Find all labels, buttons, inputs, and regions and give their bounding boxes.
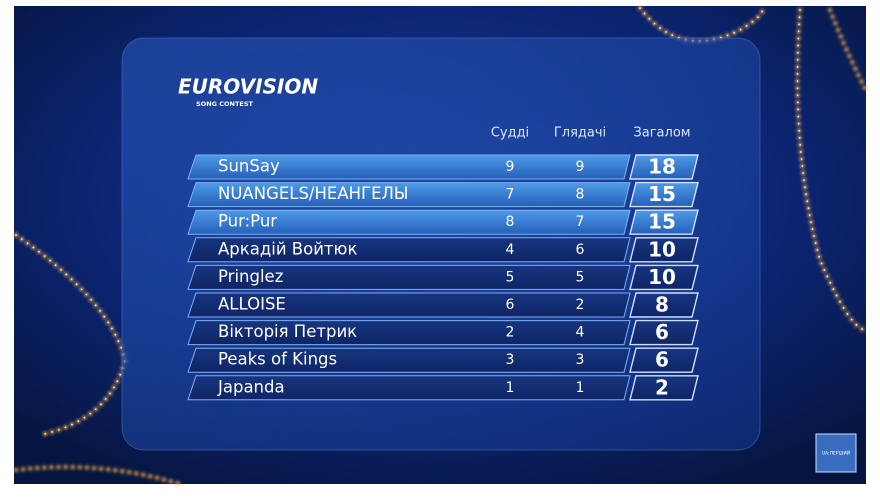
logo-title: EUROVISION [178,75,318,99]
total-score: 18 [648,155,676,179]
total-score: 15 [648,182,676,206]
jury-score: 9 [506,159,515,175]
total-badge [629,375,699,401]
jury-score: 6 [506,297,515,313]
total-score: 6 [655,320,669,344]
channel-name: UA:ПЕРШИЙ [822,450,850,457]
jury-score: 4 [506,242,515,258]
televote-score: 8 [576,187,585,203]
column-header: Судді [491,126,529,141]
total-badge [629,237,699,263]
total-badge [629,264,699,291]
jury-score: 1 [506,380,515,396]
total-badge [629,319,699,346]
decor-lights-core [15,5,867,436]
country-name: Peaks of Kings [218,350,337,369]
column-header: Загалом [633,126,690,141]
total-score: 2 [655,375,669,399]
jury-score: 7 [506,187,515,203]
total-score: 15 [648,210,676,234]
row-bar [187,347,631,373]
jury-score: 5 [506,269,515,285]
country-name: Pringlez [218,267,283,286]
row-bar [187,237,631,263]
row-bar [187,154,631,180]
televote-score: 3 [576,352,585,368]
televote-score: 5 [576,269,585,285]
total-score: 10 [648,237,676,261]
country-name: Аркадій Войтюк [218,239,357,258]
televote-score: 9 [576,159,585,175]
country-name: ALLOISE [218,295,286,314]
channel-logo [815,433,857,473]
total-score: 6 [655,348,669,372]
row-bar [187,182,631,208]
country-name: SunSay [218,157,280,176]
country-name: Pur:Pur [218,212,277,231]
total-score: 10 [648,265,676,289]
jury-score: 8 [506,214,515,230]
country-name: NUANGELS/НЕАНГЕЛЫ [218,184,408,203]
row-bar [187,375,631,401]
jury-score: 2 [506,325,515,341]
row-bar [187,264,631,290]
total-badge [629,209,699,235]
column-header: Глядачі [554,126,606,141]
televote-score: 6 [576,242,585,258]
logo-subtitle: SONG CONTEST [196,100,254,108]
row-bar [187,209,631,235]
total-badge [629,181,699,208]
row-bar [187,320,631,346]
country-name: Вікторія Петрик [218,322,357,341]
jury-score: 3 [506,352,515,368]
row-bar [187,292,631,318]
total-badge [629,292,699,318]
total-badge [629,154,699,180]
country-name: Japanda [217,377,285,396]
televote-score: 7 [576,214,585,230]
televote-score: 2 [576,297,585,313]
total-score: 8 [655,293,669,317]
televote-score: 1 [576,380,585,396]
televote-score: 4 [576,325,585,341]
total-badge [629,347,699,373]
